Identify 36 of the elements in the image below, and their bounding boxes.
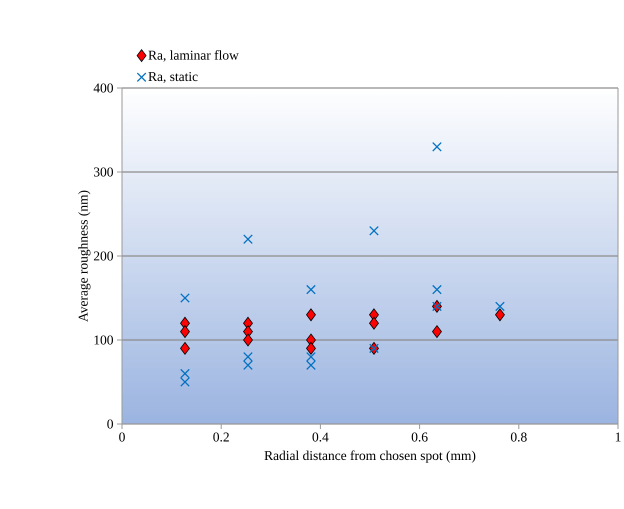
point bbox=[432, 325, 442, 338]
y-tick-label: 300 bbox=[94, 167, 113, 177]
y-tick-label: 100 bbox=[94, 335, 113, 345]
legend-label: Ra, laminar flow bbox=[148, 50, 239, 62]
point bbox=[180, 342, 190, 355]
point bbox=[180, 293, 190, 303]
point bbox=[243, 234, 253, 244]
x-tick-label: 0.2 bbox=[213, 432, 229, 442]
point bbox=[180, 368, 190, 378]
point bbox=[432, 284, 442, 294]
point bbox=[495, 308, 505, 322]
point bbox=[306, 360, 316, 370]
y-tick-label: 200 bbox=[94, 251, 113, 261]
point bbox=[495, 302, 505, 312]
point bbox=[369, 316, 379, 330]
point bbox=[306, 342, 316, 355]
x-tick-label: 0.4 bbox=[312, 432, 329, 442]
point bbox=[180, 377, 190, 387]
point bbox=[369, 226, 379, 236]
point bbox=[432, 142, 442, 152]
legend-label: Ra, static bbox=[148, 72, 198, 84]
x-tick-label: 0.8 bbox=[510, 432, 527, 442]
point bbox=[243, 352, 253, 362]
point bbox=[306, 352, 316, 362]
x-tick-label: 0.6 bbox=[412, 432, 428, 442]
point bbox=[306, 284, 316, 294]
y-tick-label: 0 bbox=[107, 419, 113, 429]
point bbox=[243, 360, 253, 370]
y-tick-label: 400 bbox=[94, 83, 113, 93]
point bbox=[243, 334, 253, 346]
x-axis-title: Radial distance from chosen spot (mm) bbox=[264, 450, 476, 463]
point bbox=[306, 308, 316, 322]
point bbox=[180, 325, 190, 338]
x-tick-label: 1 bbox=[616, 432, 621, 442]
x-tick-label: 0 bbox=[119, 432, 125, 442]
y-axis-title: Average roughness (nm) bbox=[78, 190, 90, 322]
